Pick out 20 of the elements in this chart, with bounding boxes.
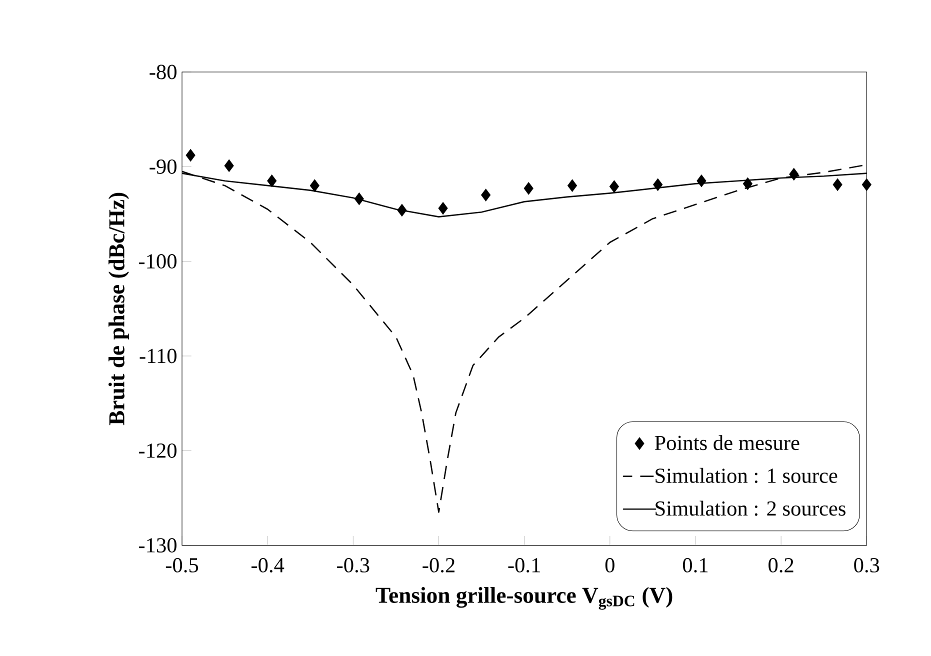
y-tick-label: -110 [140,348,176,364]
y-tick-label: -120 [138,443,176,458]
y-tick-label: -100 [138,254,176,269]
x-axis-title: Tension grille-source V$_{gsDC}$ (V) [376,587,672,610]
x-tick-label: -0.2 [422,558,454,573]
x-tick-label: 0.3 [854,558,880,573]
legend-label: Simulation : 1 source [656,468,838,484]
y-axis-title: Bruit de phase (dBc/Hz) [108,192,130,426]
x-tick-label: 0 [605,558,614,572]
legend-label: Points de mesure [654,435,800,450]
legend-label: Simulation : 2 sources [656,500,846,516]
y-tick-label: -130 [138,538,176,553]
y-tick-label: -90 [150,159,176,174]
x-tick-label: -0.4 [252,558,284,573]
y-tick-label: -80 [150,64,176,80]
x-tick-label: 0.2 [768,558,794,573]
x-tick-label: 0.1 [682,558,708,573]
x-tick-label: -0.5 [166,558,198,573]
x-tick-label: -0.1 [508,558,540,573]
x-tick-label: -0.3 [337,558,370,573]
